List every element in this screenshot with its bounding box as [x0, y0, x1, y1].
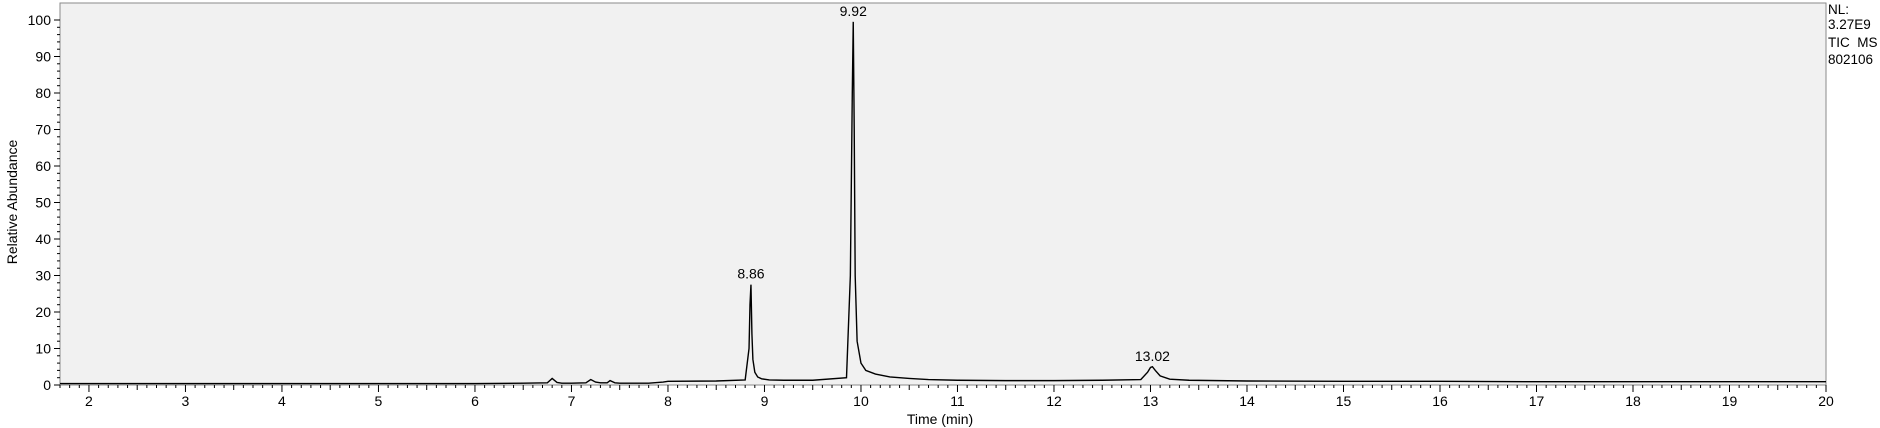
- peak-label: 8.86: [737, 266, 764, 282]
- y-axis-title: Relative Abundance: [4, 140, 20, 265]
- peak-labels: 8.86 9.92 13.02: [737, 3, 1170, 364]
- x-tick-label: 13: [1143, 393, 1159, 409]
- x-tick-label: 11: [950, 393, 965, 409]
- y-tick-label: 30: [35, 268, 51, 284]
- y-tick-label: 70: [35, 122, 51, 138]
- info-line-file-id: 802106: [1828, 52, 1873, 67]
- x-axis-title: Time (min): [907, 411, 973, 427]
- x-tick-label: 4: [278, 393, 286, 409]
- peak-label: 13.02: [1135, 348, 1170, 364]
- info-line-scan-filter: TIC MS: [1828, 35, 1878, 50]
- x-tick-label: 17: [1529, 393, 1545, 409]
- x-tick-label: 8: [664, 393, 672, 409]
- plot-area: [59, 2, 1827, 386]
- x-tick-label: 15: [1336, 393, 1352, 409]
- x-tick-label: 5: [375, 393, 383, 409]
- x-tick-label: 18: [1625, 393, 1641, 409]
- y-tick-label: 50: [35, 195, 51, 211]
- y-tick-label: 60: [35, 158, 51, 174]
- y-tick-label: 100: [28, 12, 52, 28]
- y-tick-label: 10: [35, 341, 51, 357]
- y-tick-label: 80: [35, 85, 51, 101]
- x-tick-label: 14: [1239, 393, 1255, 409]
- x-tick-label: 2: [85, 393, 93, 409]
- info-line-nl-value: 3.27E9: [1828, 17, 1871, 32]
- x-tick-label: 3: [182, 393, 190, 409]
- y-tick-label: 20: [35, 304, 51, 320]
- x-tick-label: 16: [1432, 393, 1448, 409]
- x-tick-label: 19: [1722, 393, 1738, 409]
- x-tick-label: 7: [568, 393, 576, 409]
- x-tick-label: 9: [761, 393, 769, 409]
- x-tick-label: 10: [853, 393, 869, 409]
- x-axis: 2 3 4 5 6 7 8 9 10 11 12 13 14 15 16 17 18 19 20: [59, 385, 1834, 409]
- y-tick-label: 90: [35, 49, 51, 65]
- peak-label: 9.92: [840, 3, 867, 19]
- x-tick-label: 12: [1046, 393, 1062, 409]
- x-tick-label: 6: [471, 393, 479, 409]
- tic-trace-line: [60, 21, 1826, 385]
- y-tick-label: 0: [43, 377, 51, 393]
- y-tick-label: 40: [35, 231, 51, 247]
- info-line-nl: NL:: [1828, 2, 1849, 17]
- info-panel: NL: 3.27E9 TIC MS 802106: [1828, 2, 1878, 67]
- y-axis: 0 10 20 30 40 50 60 70 80 90 100: [28, 12, 60, 393]
- x-tick-label: 20: [1818, 393, 1834, 409]
